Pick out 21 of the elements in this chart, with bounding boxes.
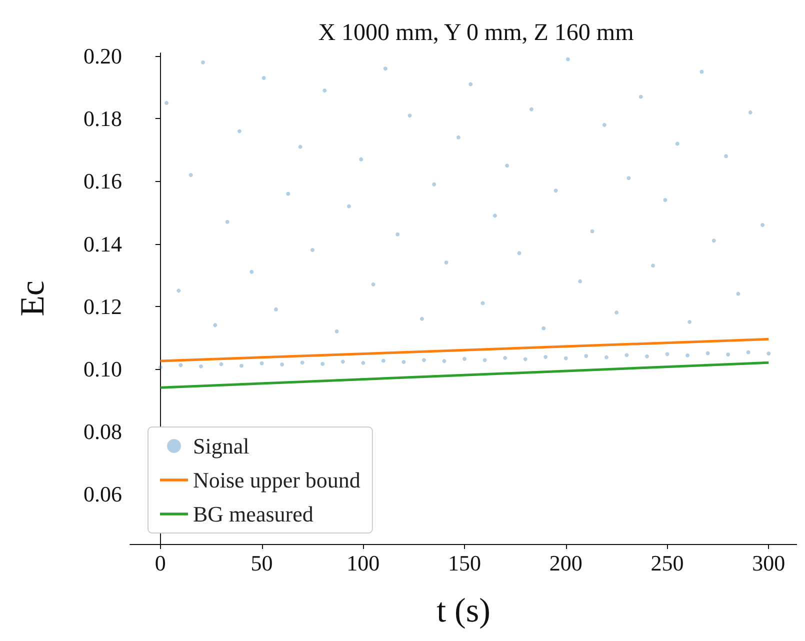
y-tick-label: 0.12 [84, 294, 122, 319]
y-tick-label: 0.18 [84, 106, 122, 132]
x-tick-label: 100 [346, 550, 380, 576]
y-tick-label: 0.06 [84, 481, 122, 506]
x-tick-label: 0 [154, 550, 166, 576]
legend-label: Signal [193, 434, 250, 458]
y-tick-label: 0.14 [84, 231, 122, 256]
x-tick-label: 300 [752, 550, 786, 576]
y-axis-title: Ec [14, 280, 52, 316]
x-tick-label: 150 [448, 550, 482, 576]
x-tick-label: 50 [250, 550, 273, 576]
y-tick-label: 0.10 [84, 356, 122, 382]
y-tick-label: 0.20 [84, 44, 122, 69]
y-tick-label: 0.08 [84, 418, 122, 444]
legend-label: BG measured [193, 502, 314, 526]
x-tick-label: 200 [549, 550, 582, 576]
chart-title: X 1000 mm, Y 0 mm, Z 160 mm [318, 20, 634, 46]
y-tick-label: 0.16 [84, 168, 122, 194]
x-axis-title: t (s) [436, 592, 490, 630]
legend-label: Noise upper bound [193, 468, 360, 492]
x-tick-label: 250 [650, 550, 684, 576]
